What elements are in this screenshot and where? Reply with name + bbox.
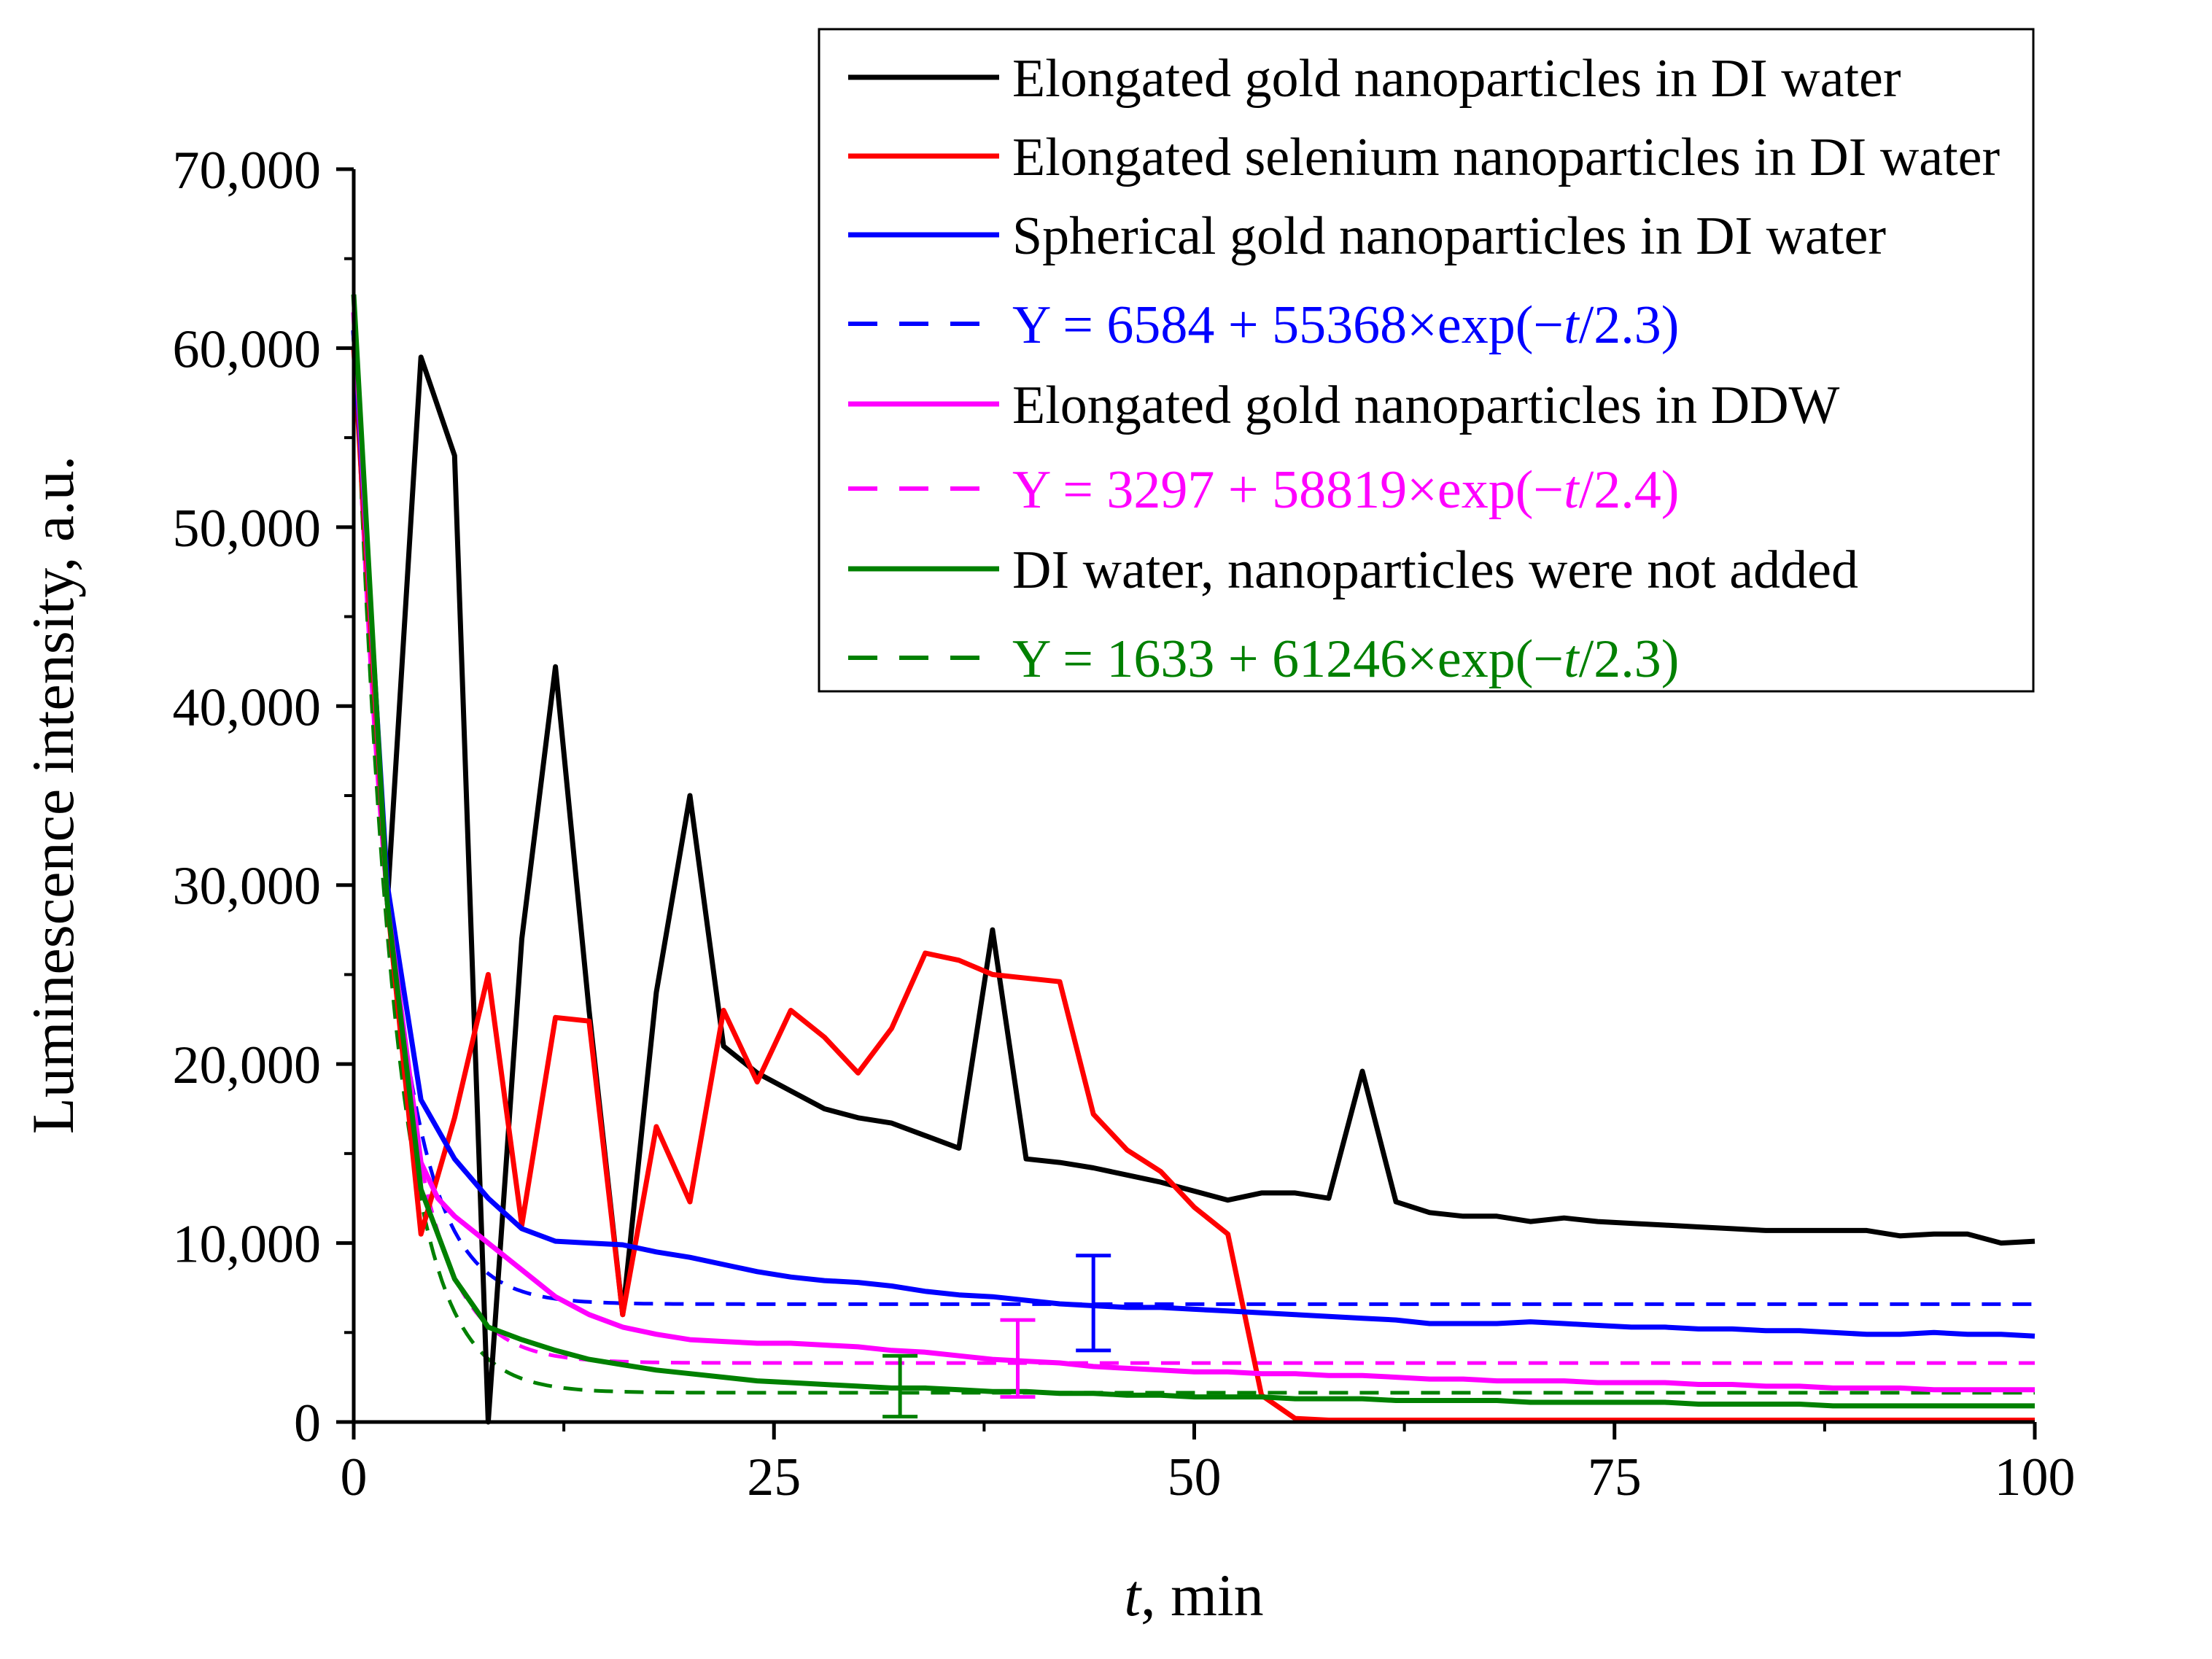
y-tick-label: 50,000 bbox=[173, 499, 322, 559]
legend-label: Elongated selenium nanoparticles in DI w… bbox=[1012, 128, 2000, 187]
legend-entry: Elongated selenium nanoparticles in DI w… bbox=[848, 128, 2000, 187]
y-axis-title: Luminescence intensity, a.u. bbox=[20, 456, 86, 1135]
x-ticks: 0 25 50 75 100 bbox=[341, 1422, 2076, 1507]
legend-label: DI water, nanoparticles were not added bbox=[1012, 540, 1858, 600]
legend-box bbox=[818, 28, 2035, 693]
series-line-spherical-gold-nanoparticles-in-di-water bbox=[351, 330, 2036, 1339]
legend-label: Elongated gold nanoparticles in DI water bbox=[1012, 49, 1901, 109]
legend-entry: DI water, nanoparticles were not added bbox=[848, 540, 1858, 600]
x-tick-label: 75 bbox=[1588, 1448, 1642, 1507]
error-bar bbox=[1000, 1318, 1036, 1399]
plot-area bbox=[351, 294, 2036, 1425]
series-line-elongated-gold-nanoparticles-in-ddw bbox=[351, 312, 2035, 1393]
error-bar bbox=[1076, 1254, 1111, 1353]
series-line-di-water-nanoparticles-were-not-added bbox=[351, 294, 2035, 1409]
y-tick-label: 70,000 bbox=[173, 141, 322, 201]
x-tick-label: 25 bbox=[747, 1448, 801, 1507]
legend-entry: Elongated gold nanoparticles in DDW bbox=[848, 376, 1840, 435]
legend-label: Y = 1633 + 61246×exp(−t/2.3) bbox=[1012, 629, 1679, 689]
legend-entry: Spherical gold nanoparticles in DI water bbox=[848, 206, 1886, 266]
legend-entry: Elongated gold nanoparticles in DI water bbox=[848, 49, 1901, 109]
y-tick-label: 60,000 bbox=[173, 319, 322, 379]
y-tick-label: 20,000 bbox=[173, 1036, 322, 1095]
y-tick-label: 0 bbox=[294, 1394, 321, 1453]
legend-label: Y = 3297 + 58819×exp(−t/2.4) bbox=[1012, 460, 1679, 520]
y-tick-label: 40,000 bbox=[173, 677, 322, 737]
series-line-y-6584-55368-exp-t-2-3 bbox=[352, 313, 2035, 1306]
legend-label: Spherical gold nanoparticles in DI water bbox=[1012, 206, 1886, 266]
error-bar bbox=[882, 1353, 918, 1419]
legend-entry: Y = 3297 + 58819×exp(−t/2.4) bbox=[848, 460, 1679, 520]
x-tick-label: 50 bbox=[1168, 1448, 1222, 1507]
x-tick-label: 100 bbox=[1995, 1448, 2076, 1507]
series-line-elongated-gold-nanoparticles-in-di-water bbox=[351, 330, 2036, 1425]
series-line-y-1633-61246-exp-t-2-3 bbox=[352, 296, 2035, 1395]
legend-entry: Y = 6584 + 55368×exp(−t/2.3) bbox=[848, 295, 1679, 355]
y-tick-label: 30,000 bbox=[173, 857, 322, 917]
legend: Elongated gold nanoparticles in DI water… bbox=[818, 28, 2035, 693]
series-line-y-3297-58819-exp-t-2-4 bbox=[352, 310, 2035, 1365]
y-ticks: 0 10,000 20,000 30,000 40,000 50,000 60,000 70,… bbox=[173, 141, 354, 1453]
x-tick-label: 0 bbox=[341, 1448, 368, 1507]
error-bars bbox=[882, 1254, 1111, 1419]
legend-label: Elongated gold nanoparticles in DDW bbox=[1012, 376, 1840, 435]
legend-label: Y = 6584 + 55368×exp(−t/2.3) bbox=[1012, 295, 1679, 355]
y-tick-label: 10,000 bbox=[173, 1215, 322, 1275]
x-axis-title: t, min bbox=[1124, 1562, 1263, 1628]
legend-entry: Y = 1633 + 61246×exp(−t/2.3) bbox=[848, 629, 1679, 689]
